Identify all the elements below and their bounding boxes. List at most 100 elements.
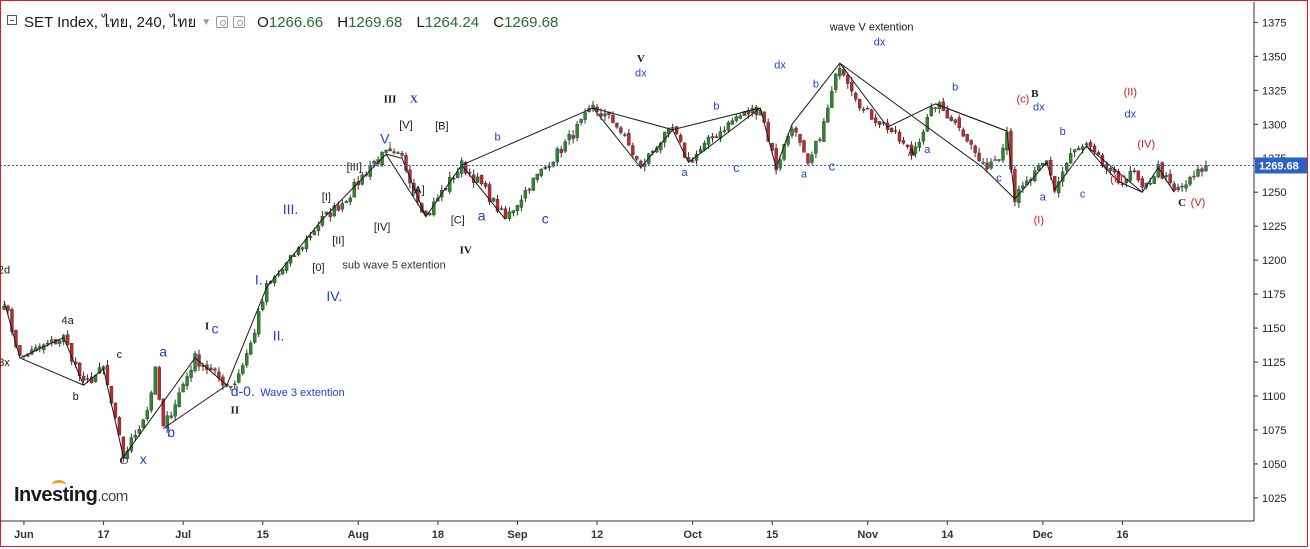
candle <box>909 141 914 160</box>
candle <box>965 133 969 143</box>
price-tick-label: 1250 <box>1262 187 1286 199</box>
wave-annotation: a <box>682 167 689 179</box>
wave-annotation: C <box>119 455 127 467</box>
wave-annotation: I <box>205 320 209 332</box>
time-tick-label: 17 <box>97 529 109 541</box>
candle <box>177 387 181 408</box>
candle <box>818 137 822 143</box>
wave-annotation: c <box>117 349 123 361</box>
candle <box>714 133 719 139</box>
chevron-down-icon[interactable]: ▼ <box>201 16 212 28</box>
collapse-icon[interactable] <box>7 15 17 25</box>
candle <box>850 77 854 96</box>
wave-annotation: x <box>140 451 147 467</box>
candle <box>1168 169 1172 186</box>
wave-annotation: a <box>478 208 486 224</box>
settings-icon[interactable] <box>216 16 229 28</box>
wave-line <box>19 357 84 386</box>
candle <box>1140 175 1144 192</box>
candle <box>905 144 910 149</box>
candle <box>324 211 329 215</box>
candle <box>1084 141 1089 149</box>
candle <box>507 207 512 221</box>
candle <box>802 139 806 153</box>
candle <box>173 399 177 421</box>
wave-lines-layer <box>3 62 1175 459</box>
candle <box>865 106 870 110</box>
wave-line <box>3 300 228 459</box>
wave-annotation: (c) <box>1016 94 1029 106</box>
candle <box>1017 185 1021 208</box>
candle <box>539 168 543 178</box>
investing-logo: Investing.com <box>14 480 128 507</box>
wave-annotation: (I) <box>1034 214 1044 226</box>
candle <box>635 155 639 162</box>
wave-annotation: Wave 3 extention <box>260 387 345 399</box>
candle <box>475 172 480 184</box>
time-tick-label: Nov <box>857 529 879 541</box>
candle <box>941 97 945 112</box>
price-axis[interactable]: 1025 1050 1075 1100 1125 1150 1175 1200 1225 1250… <box>0 2 1307 521</box>
candle <box>515 204 520 216</box>
candle <box>1180 182 1184 192</box>
candle <box>456 167 460 179</box>
wave-annotation: c <box>996 172 1002 184</box>
candle <box>404 152 408 173</box>
candle <box>969 139 973 150</box>
candle <box>523 186 528 203</box>
wave-annotation: sub wave 5 extention <box>342 259 445 271</box>
candle <box>854 91 858 103</box>
candle <box>233 380 237 390</box>
time-tick-label: Sep <box>507 529 527 541</box>
candle <box>730 117 735 125</box>
candle <box>627 128 631 146</box>
candle <box>261 298 265 312</box>
candle <box>1136 170 1141 183</box>
candle <box>861 107 866 113</box>
candle <box>790 125 794 139</box>
candle <box>547 162 551 172</box>
candle <box>619 125 623 135</box>
candle <box>706 134 711 149</box>
candle <box>674 126 679 136</box>
gear-icon[interactable] <box>233 16 246 28</box>
candle <box>153 366 157 395</box>
candle <box>718 126 723 143</box>
candle <box>678 133 683 144</box>
price-tick-label: 1300 <box>1262 119 1286 131</box>
candle <box>893 125 898 135</box>
wave-annotation: dx <box>1125 108 1137 120</box>
time-tick-label: 14 <box>941 529 954 541</box>
wave-annotation: [III] <box>347 161 362 173</box>
candle <box>953 118 957 126</box>
candle <box>989 158 993 170</box>
wave-annotation: b <box>952 81 958 93</box>
time-axis[interactable]: Jun 17 Jul 15 Aug 18 Sep 12 Oct 15 Nov 14 Dec 16 <box>0 520 1254 541</box>
candle <box>555 146 559 166</box>
wave-annotation: 3x <box>0 357 10 369</box>
candle <box>543 165 547 171</box>
candle <box>65 330 70 347</box>
candle <box>1072 148 1077 158</box>
candle <box>698 145 703 154</box>
wave-line <box>162 384 228 430</box>
candle <box>981 157 985 165</box>
wave-annotation: wave V extention <box>829 22 914 34</box>
wave-annotation: dx <box>774 60 786 72</box>
candle <box>738 113 742 120</box>
price-tick-label: 1100 <box>1262 391 1286 403</box>
candle <box>352 178 356 198</box>
wave-annotation: IV. <box>326 288 342 304</box>
candle <box>997 159 1001 163</box>
wave-annotation: dx <box>874 36 886 48</box>
candle <box>483 180 488 190</box>
candle <box>141 418 146 429</box>
symbol-title[interactable]: SET Index, ไทย, 240, ไทย <box>24 14 197 31</box>
candle <box>58 339 62 347</box>
price-tick-label: 1200 <box>1262 255 1286 267</box>
candle <box>977 147 981 163</box>
high-label: H <box>337 13 349 31</box>
wave-line <box>592 107 673 131</box>
candle <box>1176 183 1180 192</box>
